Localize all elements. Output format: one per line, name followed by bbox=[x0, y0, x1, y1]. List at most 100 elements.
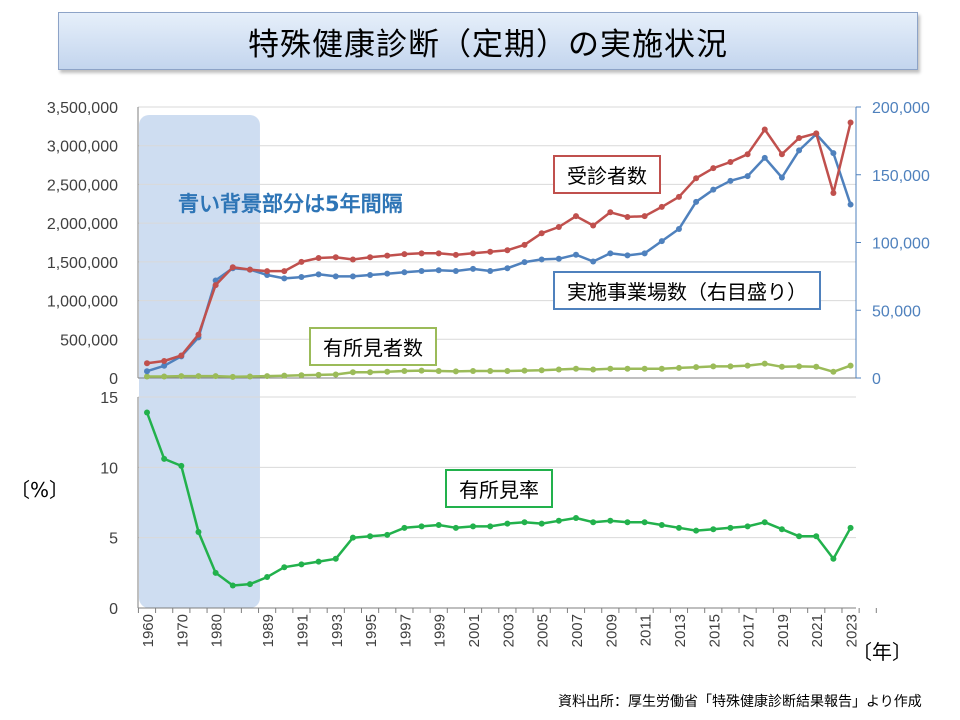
series-yusho-point bbox=[470, 368, 477, 375]
series-rate-point bbox=[675, 524, 682, 531]
left-axis-tick-label: 3,000,000 bbox=[47, 139, 118, 156]
series-yusho-point bbox=[727, 363, 734, 370]
series-jigyo-point bbox=[487, 267, 494, 274]
series-yusho-point bbox=[744, 362, 751, 369]
x-tick-label: 1999 bbox=[432, 614, 449, 647]
series-jushin-point bbox=[555, 224, 562, 231]
series-jushin-point bbox=[315, 254, 322, 261]
series-jushin-point bbox=[144, 360, 150, 367]
series-rate-point bbox=[229, 582, 236, 589]
series-yusho-point bbox=[418, 367, 425, 374]
series-jushin-point bbox=[504, 247, 511, 254]
series-yusho-point bbox=[538, 367, 545, 374]
series-jigyo-point bbox=[847, 201, 854, 208]
series-jigyo-point bbox=[727, 177, 734, 184]
series-jushin-point bbox=[452, 251, 459, 258]
series-rate-point bbox=[298, 561, 305, 568]
x-tick-label: 2003 bbox=[500, 614, 517, 647]
x-tick-label: 2001 bbox=[466, 614, 483, 647]
series-yusho-point bbox=[710, 363, 717, 370]
series-yusho-point bbox=[778, 363, 785, 370]
series-yusho-point bbox=[178, 373, 185, 380]
series-yusho-point bbox=[367, 369, 374, 376]
series-rate-point bbox=[624, 519, 631, 526]
series-jigyo-point bbox=[761, 154, 768, 161]
x-tick-label: 1995 bbox=[363, 614, 380, 647]
bottom-axis-tick-label: 15 bbox=[100, 390, 118, 407]
series-yusho-point bbox=[796, 363, 803, 370]
series-jushin-point bbox=[195, 331, 202, 338]
series-jushin-point bbox=[607, 209, 614, 216]
series-jigyo-point bbox=[298, 274, 305, 281]
label-yusho: 有所見者数 bbox=[309, 327, 437, 366]
series-rate-point bbox=[607, 517, 614, 524]
x-tick-label: 1991 bbox=[294, 614, 311, 647]
series-rate-point bbox=[590, 519, 597, 526]
series-rate-point bbox=[418, 523, 425, 530]
series-yusho-point bbox=[212, 373, 219, 380]
series-yusho-point bbox=[315, 371, 322, 378]
series-yusho-point bbox=[761, 360, 768, 367]
series-jushin-point bbox=[710, 165, 717, 172]
series-jushin-point bbox=[384, 252, 391, 259]
series-yusho-point bbox=[813, 363, 820, 370]
x-tick-label: 2019 bbox=[775, 614, 792, 647]
series-rate-point bbox=[538, 520, 545, 527]
series-rate-point bbox=[384, 531, 391, 538]
series-rate-point bbox=[212, 569, 219, 576]
series-yusho-point bbox=[555, 366, 562, 373]
series-jigyo-point bbox=[418, 267, 425, 274]
series-yusho-point bbox=[675, 364, 682, 371]
series-jushin-point bbox=[332, 254, 339, 261]
series-jigyo-point bbox=[401, 269, 408, 276]
series-jushin-point bbox=[538, 230, 545, 237]
series-rate-point bbox=[830, 555, 837, 562]
series-jigyo-point bbox=[675, 225, 682, 232]
x-tick-label: 2005 bbox=[535, 614, 552, 647]
series-jushin-point bbox=[349, 256, 356, 263]
series-rate-point bbox=[470, 523, 477, 530]
series-jushin-point bbox=[367, 254, 374, 261]
series-rate-point bbox=[744, 523, 751, 530]
series-jigyo-point bbox=[778, 174, 785, 181]
series-jushin-point bbox=[830, 189, 837, 196]
series-jushin-point bbox=[281, 268, 288, 275]
source-note: 資料出所：厚生労働省「特殊健康診断結果報告」より作成 bbox=[558, 694, 922, 710]
series-rate-point bbox=[264, 574, 271, 581]
series-yusho-point bbox=[264, 373, 271, 380]
series-jigyo-point bbox=[590, 258, 597, 265]
left-axis-tick-label: 2,500,000 bbox=[47, 177, 118, 194]
series-rate-point bbox=[573, 514, 579, 521]
left-axis-tick-label: 1,000,000 bbox=[47, 294, 118, 311]
x-tick-label: 2009 bbox=[603, 614, 620, 647]
bottom-axis-tick-label: 10 bbox=[100, 460, 118, 477]
series-yusho-point bbox=[487, 368, 494, 375]
right-axis-tick-label: 50,000 bbox=[872, 303, 921, 320]
label-jushin: 受診者数 bbox=[553, 155, 661, 194]
series-jushin-point bbox=[487, 248, 494, 255]
label-jigyo: 実施事業場数（右目盛り） bbox=[553, 271, 821, 310]
right-axis-tick-label: 0 bbox=[872, 371, 881, 388]
series-jushin-point bbox=[796, 134, 803, 141]
series-yusho-point bbox=[452, 368, 459, 375]
series-jushin-point bbox=[778, 151, 785, 158]
series-jigyo-point bbox=[744, 173, 751, 180]
series-yusho-point bbox=[144, 373, 150, 380]
series-jigyo-point bbox=[555, 255, 562, 262]
series-rate-point bbox=[178, 462, 185, 469]
series-yusho-point bbox=[298, 372, 305, 379]
series-jigyo-point bbox=[624, 252, 631, 259]
x-tick-label: 2021 bbox=[809, 614, 826, 647]
series-rate-point bbox=[195, 529, 202, 536]
series-rate-point bbox=[521, 519, 528, 526]
series-jigyo-point bbox=[504, 265, 511, 272]
left-axis-tick-label: 500,000 bbox=[60, 332, 118, 349]
series-rate-point bbox=[727, 524, 734, 531]
bottom-axis-tick-label: 5 bbox=[109, 531, 118, 548]
series-yusho-point bbox=[195, 373, 202, 380]
series-jushin-point bbox=[693, 175, 700, 182]
series-jigyo-point bbox=[367, 272, 374, 279]
x-tick-label: 1980 bbox=[209, 614, 226, 647]
series-jushin-point bbox=[675, 193, 682, 200]
series-rate-point bbox=[435, 522, 442, 529]
